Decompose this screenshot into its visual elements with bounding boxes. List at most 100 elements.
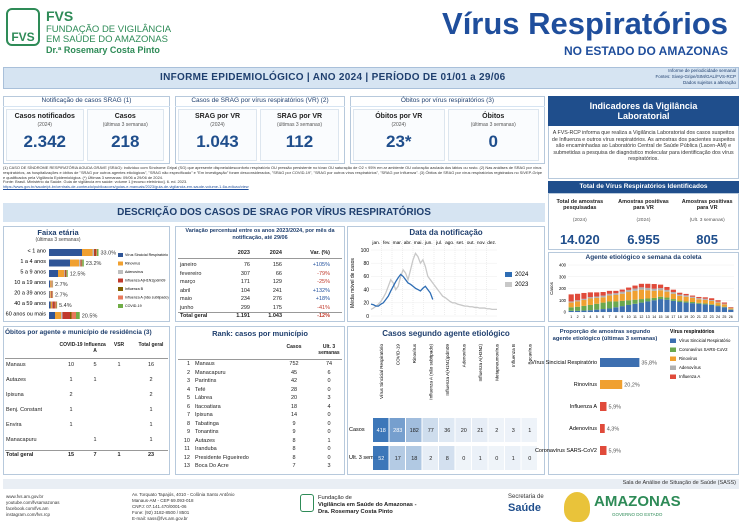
bar-segment [97, 249, 99, 256]
bar-segment [657, 290, 664, 297]
kpi-card [86, 109, 164, 161]
bar-segment [645, 287, 651, 291]
month-label: jun. [424, 240, 433, 246]
kpi-sub: (2024) [636, 218, 651, 223]
bar-segment [594, 296, 600, 298]
bar-segment [95, 249, 97, 256]
bar [600, 358, 640, 367]
bar-segment [709, 300, 715, 301]
bar-segment [638, 302, 645, 312]
table-title: Casos segundo agente etiológico [382, 329, 510, 338]
x-tick-label: 19 [684, 315, 688, 319]
bar-segment [709, 304, 715, 305]
x-tick-label: 12 [639, 315, 643, 319]
bar-segment [58, 270, 64, 277]
heat-cell [406, 418, 422, 442]
bar-segment [689, 295, 696, 297]
heat-cell [406, 446, 422, 470]
gov-name: AMAZONAS [594, 493, 681, 510]
bar-segment [574, 306, 581, 311]
kpi-label: Óbitos por VR [375, 113, 423, 120]
kpi-value: 805 [696, 232, 718, 247]
value-label: 4,3% [607, 427, 620, 433]
bar-segment [49, 301, 51, 309]
gov-sub: GOVERNO DO ESTADO [612, 512, 663, 517]
x-tick-label: 2 [577, 315, 579, 319]
bar-segment [574, 293, 581, 301]
bar-segment [79, 259, 81, 267]
org-line: FUNDAÇÃO DE VIGILÂNCIA [46, 24, 172, 35]
bar-segment [657, 284, 664, 289]
section-title: DESCRIÇÃO DOS CASOS DE SRAG POR VÍRUS RE… [3, 203, 545, 222]
cell: 0 [327, 412, 331, 418]
cell-value: 0 [495, 456, 498, 462]
bar-segment [728, 307, 734, 308]
bar-segment [568, 301, 574, 303]
cell-value: 17 [395, 456, 401, 462]
fvs-footer-line: Fundação de [318, 495, 352, 501]
y-tick-label: 0 [366, 314, 369, 320]
rank: 3 [186, 378, 190, 384]
col-header: VSR [113, 342, 125, 348]
cell: 2 [149, 392, 153, 398]
heat-cell [472, 418, 488, 442]
heat-cell [521, 446, 537, 470]
row-label: Tonantins [195, 429, 219, 435]
bar-segment [80, 259, 82, 267]
kpi-label: Amostras positivas para VR [681, 199, 733, 211]
bar-segment [600, 302, 606, 310]
rule [5, 450, 168, 451]
bar-segment [664, 289, 670, 292]
row-label: Tabatinga [195, 420, 219, 427]
bar-segment [64, 270, 66, 277]
legend-label: 2024 [515, 272, 529, 278]
org-name: FVS [46, 8, 74, 24]
line-series [370, 273, 434, 307]
kpi-value: 1.043 [196, 132, 239, 151]
bar-segment [721, 302, 728, 304]
row-label: Tefé [195, 386, 206, 393]
bar-segment [638, 283, 645, 288]
kpi-sub: (últimas 3 semanas) [470, 122, 516, 128]
cell: 0 [327, 386, 331, 393]
kpi-label: SRAG por VR [276, 113, 323, 120]
heat-cell [505, 418, 521, 442]
cell: 18 [290, 403, 298, 410]
cell-value: 2 [429, 456, 432, 462]
cell: 2 [69, 392, 73, 398]
row-label: Iranduba [195, 446, 217, 452]
bar-segment [66, 270, 68, 277]
panel [548, 193, 739, 250]
bar-segment [721, 307, 728, 312]
bar-segment [600, 297, 606, 303]
heat-cell [488, 418, 504, 442]
cell: -25% [317, 279, 330, 285]
kpi-value: 218 [111, 132, 140, 151]
lab-text: A FVS-RCP informa que realiza a Vigilânc… [551, 130, 736, 162]
cell: 307 [240, 270, 250, 277]
footer-rule [3, 479, 739, 489]
kpi-group-title: Óbitos por vírus respiratórios (3) [350, 97, 545, 107]
col-header: Rinovírus [412, 343, 417, 363]
bar [600, 402, 607, 411]
bar-segment [613, 294, 619, 302]
bar-segment [613, 290, 619, 294]
bar-segment [715, 300, 721, 302]
cell: 1 [117, 362, 121, 368]
y-tick-label: 60 [363, 274, 369, 280]
bar-segment [632, 303, 638, 312]
bar-segment [709, 298, 715, 301]
rule [5, 358, 168, 359]
x-tick-label: 15 [659, 315, 663, 319]
x-tick-label: 20 [691, 315, 695, 319]
chart-title: Faixa etária [37, 228, 79, 237]
heat-cell [422, 446, 438, 470]
bar-segment [613, 301, 619, 308]
bar-segment [670, 292, 676, 294]
x-tick-label: 25 [722, 315, 726, 319]
cell: 8 [292, 446, 296, 452]
kpi-card [178, 109, 257, 161]
col-header: Adenovírus [461, 343, 466, 367]
bar-segment [71, 312, 76, 319]
cell: 0 [327, 420, 331, 427]
